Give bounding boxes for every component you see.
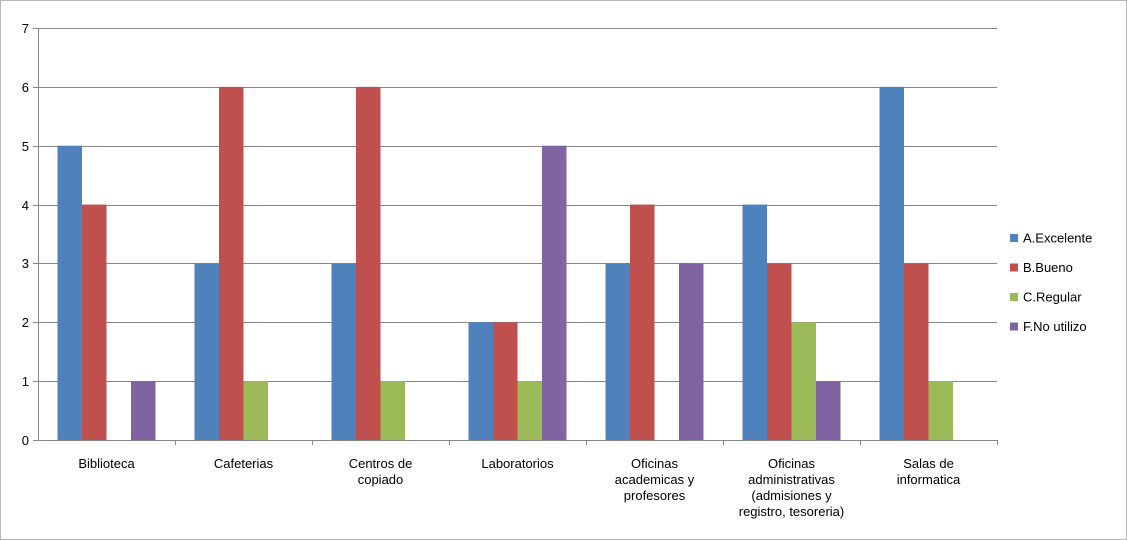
bar-b-bueno bbox=[493, 322, 518, 440]
x-tick-label: Oficinas administrativas (admisiones y regi… bbox=[739, 456, 844, 519]
legend-label: B.Bueno bbox=[1023, 260, 1073, 275]
x-tick-label: Centros de copiado bbox=[349, 456, 413, 487]
y-tick-label: 6 bbox=[22, 80, 29, 95]
x-tick-label: Salas de informatica bbox=[897, 456, 961, 487]
x-tick-label: Cafeterias bbox=[214, 456, 274, 471]
bar-a-excelente bbox=[879, 86, 904, 440]
bar-c-regular bbox=[791, 322, 816, 440]
legend-swatch bbox=[1010, 293, 1018, 301]
bar-a-excelente bbox=[331, 263, 356, 440]
bar-b-bueno bbox=[82, 204, 107, 440]
axes bbox=[38, 28, 997, 441]
bar-a-excelente bbox=[468, 322, 493, 440]
y-tick-label: 1 bbox=[22, 374, 29, 389]
y-tick-label: 4 bbox=[22, 198, 29, 213]
x-tick-label: Biblioteca bbox=[78, 456, 135, 471]
bar-f-no-utilizo bbox=[679, 263, 704, 440]
bar-b-bueno bbox=[904, 263, 929, 440]
y-tick-label: 3 bbox=[22, 256, 29, 271]
legend-swatch bbox=[1010, 234, 1018, 242]
bar-a-excelente bbox=[742, 204, 767, 440]
bar-b-bueno bbox=[630, 204, 655, 440]
bar-f-no-utilizo bbox=[542, 145, 567, 440]
bar-a-excelente bbox=[605, 263, 630, 440]
bar-f-no-utilizo bbox=[816, 381, 841, 440]
bar-c-regular bbox=[517, 381, 542, 440]
x-tick-label: Laboratorios bbox=[481, 456, 554, 471]
bar-c-regular bbox=[243, 381, 268, 440]
bars bbox=[57, 86, 953, 440]
bar-b-bueno bbox=[767, 263, 792, 440]
y-tick-label: 0 bbox=[22, 433, 29, 448]
x-axis-ticks: Biblioteca Cafeterias Centros de copiado Lab… bbox=[78, 440, 998, 519]
legend-label: F.No utilizo bbox=[1023, 319, 1087, 334]
bar-f-no-utilizo bbox=[131, 381, 156, 440]
legend-label: C.Regular bbox=[1023, 290, 1082, 305]
y-tick-label: 5 bbox=[22, 139, 29, 154]
y-tick-label: 2 bbox=[22, 315, 29, 330]
y-axis-ticks: 0 1 2 3 4 5 6 7 bbox=[22, 21, 38, 448]
x-tick-label: Oficinas academicas y profesores bbox=[615, 456, 695, 503]
bar-a-excelente bbox=[194, 263, 219, 440]
legend-swatch bbox=[1010, 263, 1018, 272]
legend-label: A.Excelente bbox=[1023, 231, 1092, 246]
legend: A.Excelente B.Bueno C.Regular F.No utilizo bbox=[1010, 231, 1092, 334]
bar-a-excelente bbox=[57, 145, 82, 440]
legend-swatch bbox=[1010, 322, 1018, 331]
bar-c-regular bbox=[380, 381, 405, 440]
y-tick-label: 7 bbox=[22, 21, 29, 36]
bar-b-bueno bbox=[356, 86, 381, 440]
bar-b-bueno bbox=[219, 86, 244, 440]
bar-c-regular bbox=[928, 381, 953, 440]
